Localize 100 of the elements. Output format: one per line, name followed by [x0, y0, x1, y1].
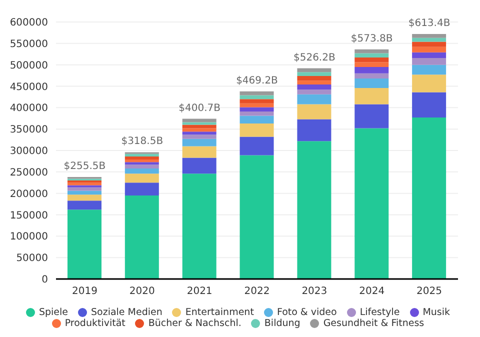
- x-tick-label: 2020: [129, 286, 155, 298]
- y-tick-label: 150000: [10, 210, 48, 222]
- y-tick-label: 0: [42, 274, 48, 286]
- x-tick-label: 2023: [302, 286, 328, 298]
- x-tick-label: 2025: [416, 286, 442, 298]
- bar: [182, 132, 216, 135]
- annotation: $255.5B: [64, 161, 106, 172]
- bar: [124, 156, 159, 160]
- x-tick-label: 2019: [72, 286, 98, 298]
- bar: [412, 52, 446, 58]
- bar: [124, 182, 159, 196]
- bar: [412, 92, 446, 118]
- bar: [240, 91, 274, 96]
- bar: [297, 76, 332, 81]
- bar: [240, 116, 274, 124]
- annotation: $469.2B: [236, 75, 278, 86]
- bar: [182, 174, 216, 279]
- y-tick-label: 350000: [10, 124, 48, 136]
- bar: [412, 58, 446, 65]
- bar: [354, 49, 389, 54]
- bar: [182, 158, 216, 174]
- bar: [412, 74, 446, 92]
- y-tick-label: 400000: [10, 103, 48, 114]
- y-tick-label: 300000: [10, 146, 48, 158]
- y-tick-label: 450000: [10, 82, 48, 93]
- bar: [297, 72, 332, 76]
- bar: [124, 168, 159, 174]
- x-tick-label: 2024: [359, 286, 385, 298]
- legend-label: Musik: [422, 307, 450, 318]
- bar: [354, 66, 389, 74]
- bar: [240, 103, 274, 108]
- bar: [124, 159, 159, 162]
- legend-label: Bücher & Nachschl.: [148, 318, 242, 329]
- bar: [240, 99, 274, 104]
- bar: [67, 180, 102, 183]
- bar: [67, 194, 102, 201]
- bar: [240, 112, 274, 116]
- y-tick-label: 250000: [10, 167, 48, 178]
- legend-label: Lifestyle: [360, 307, 400, 318]
- legend-label: Produktivität: [64, 318, 126, 329]
- bar: [240, 155, 274, 279]
- bar: [297, 90, 332, 94]
- bar: [124, 195, 159, 279]
- y-tick-label: 100000: [10, 232, 48, 243]
- bar: [124, 164, 159, 168]
- annotation: $526.2B: [294, 52, 336, 64]
- bar: [240, 136, 274, 156]
- bar: [297, 119, 332, 142]
- bar: [354, 62, 389, 67]
- legend-label: Foto & video: [276, 307, 337, 318]
- bar: [182, 134, 216, 139]
- bar: [67, 190, 102, 195]
- annotation: $573.8B: [350, 33, 393, 44]
- annotation: $400.7B: [178, 102, 221, 114]
- bar: [182, 128, 216, 132]
- bar: [297, 84, 332, 90]
- bar: [67, 187, 102, 191]
- bar: [124, 154, 159, 156]
- bar: [182, 138, 216, 146]
- bar: [412, 34, 446, 38]
- annotation: $613.4B: [408, 18, 450, 29]
- bar: [67, 210, 102, 279]
- bar: [354, 58, 389, 62]
- bar: [354, 88, 389, 104]
- bar: [124, 174, 159, 183]
- bar: [182, 122, 216, 125]
- bar: [182, 146, 216, 158]
- bar: [354, 53, 389, 58]
- bar: [297, 141, 332, 279]
- bar: [412, 46, 446, 52]
- x-tick-label: 2021: [186, 286, 212, 298]
- bar: [240, 124, 274, 137]
- legend-label: Bildung: [264, 318, 300, 329]
- legend-label: Entertainment: [185, 307, 254, 318]
- bar: [67, 200, 102, 210]
- bar: [412, 38, 446, 42]
- bar: [240, 95, 274, 100]
- y-tick-label: 500000: [10, 60, 48, 72]
- y-tick-label: 550000: [10, 38, 48, 50]
- bar: [412, 42, 446, 47]
- legend-label: Gesundheit & Fitness: [323, 318, 424, 329]
- bar: [67, 182, 102, 186]
- legend-label: Spiele: [38, 307, 68, 318]
- bar: [354, 73, 389, 79]
- annotation: $318.5B: [121, 136, 164, 148]
- y-tick-label: 600000: [10, 18, 48, 29]
- y-tick-label: 200000: [10, 188, 48, 200]
- bar: [354, 104, 389, 128]
- bar: [412, 64, 446, 75]
- y-tick-label: 50000: [16, 253, 48, 264]
- legend-label: Soziale Medien: [91, 307, 162, 318]
- bar: [124, 162, 159, 165]
- bar: [412, 118, 446, 279]
- bar: [297, 80, 332, 85]
- x-tick-label: 2022: [244, 286, 270, 298]
- bar: [354, 78, 389, 88]
- bar: [240, 107, 274, 112]
- bar: [354, 128, 389, 279]
- bar: [297, 94, 332, 104]
- bar: [297, 104, 332, 120]
